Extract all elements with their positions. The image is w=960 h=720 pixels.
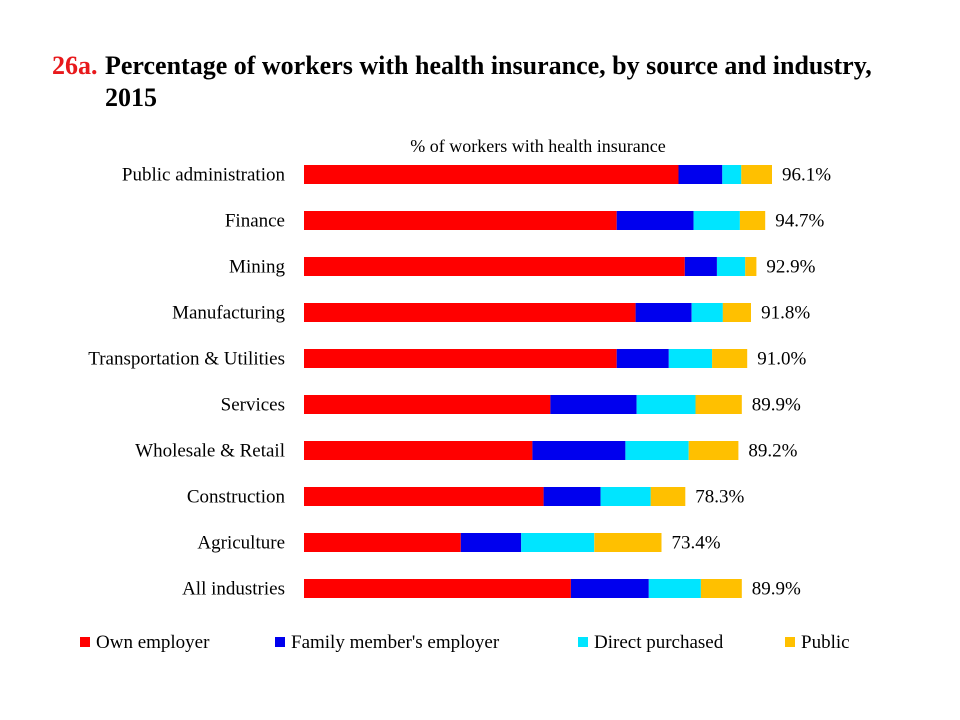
category-label-agriculture: Agriculture — [197, 533, 285, 554]
category-label-manufacturing: Manufacturing — [172, 303, 285, 324]
bar-own-employer-public-administration — [304, 165, 679, 184]
legend-swatch — [785, 637, 795, 647]
category-label-public-administration: Public administration — [122, 165, 286, 186]
legend-item-family-member-s-employer: Family member's employer — [275, 632, 499, 654]
category-label-mining: Mining — [229, 257, 285, 278]
bar-public-construction — [650, 487, 686, 506]
total-label-mining: 92.9% — [766, 257, 815, 278]
total-label-public-administration: 96.1% — [782, 165, 831, 186]
bar-chart: % of workers with health insurance Publi… — [88, 136, 831, 600]
bar-family-member-s-employer-manufacturing — [635, 303, 692, 322]
bar-direct-purchased-public-administration — [722, 165, 742, 184]
bar-family-member-s-employer-agriculture — [460, 533, 522, 552]
bar-own-employer-all-industries — [304, 579, 571, 598]
bar-public-wholesale-retail — [688, 441, 739, 460]
total-label-wholesale-retail: 89.2% — [748, 441, 797, 462]
legend-swatch — [80, 637, 90, 647]
bar-family-member-s-employer-public-administration — [678, 165, 723, 184]
legend-label: Direct purchased — [594, 632, 724, 653]
bar-direct-purchased-services — [636, 395, 696, 414]
bar-own-employer-wholesale-retail — [304, 441, 533, 460]
bar-own-employer-construction — [304, 487, 544, 506]
category-label-finance: Finance — [225, 211, 285, 232]
bar-direct-purchased-all-industries — [648, 579, 701, 598]
total-label-services: 89.9% — [752, 395, 801, 416]
bar-public-public-administration — [741, 165, 772, 184]
bar-direct-purchased-construction — [600, 487, 651, 506]
total-label-manufacturing: 91.8% — [761, 303, 810, 324]
bars-layer: Public administration 96.1% Finance 94.7% Mi… — [88, 165, 831, 600]
bar-family-member-s-employer-finance — [616, 211, 694, 230]
bar-direct-purchased-wholesale-retail — [625, 441, 689, 460]
legend-swatch — [275, 637, 285, 647]
bar-public-manufacturing — [722, 303, 751, 322]
category-label-wholesale-retail: Wholesale & Retail — [135, 441, 285, 462]
bar-family-member-s-employer-transportation-utilities — [616, 349, 669, 368]
bar-direct-purchased-transportation-utilities — [668, 349, 713, 368]
bar-family-member-s-employer-construction — [543, 487, 601, 506]
bar-public-mining — [745, 257, 757, 276]
bar-family-member-s-employer-services — [550, 395, 637, 414]
chart-title: Percentage of workers with health insura… — [105, 51, 872, 112]
total-label-agriculture: 73.4% — [672, 533, 721, 554]
bar-family-member-s-employer-wholesale-retail — [532, 441, 626, 460]
legend-item-public: Public — [785, 632, 850, 654]
legend-label: Family member's employer — [291, 632, 500, 653]
bar-public-agriculture — [594, 533, 662, 552]
legend-swatch — [578, 637, 588, 647]
total-label-all-industries: 89.9% — [752, 579, 801, 600]
bar-own-employer-mining — [304, 257, 685, 276]
bar-family-member-s-employer-mining — [684, 257, 717, 276]
bar-own-employer-agriculture — [304, 533, 461, 552]
legend-label: Own employer — [96, 632, 210, 653]
bar-own-employer-transportation-utilities — [304, 349, 617, 368]
total-label-construction: 78.3% — [695, 487, 744, 508]
total-label-transportation-utilities: 91.0% — [757, 349, 806, 370]
category-label-construction: Construction — [187, 487, 286, 508]
bar-direct-purchased-finance — [693, 211, 740, 230]
chart-number: 26a. — [52, 51, 98, 80]
bar-direct-purchased-mining — [717, 257, 746, 276]
category-label-all-industries: All industries — [182, 579, 285, 600]
axis-title: % of workers with health insurance — [410, 136, 665, 156]
bar-own-employer-services — [304, 395, 551, 414]
legend-item-direct-purchased: Direct purchased — [578, 632, 723, 654]
category-label-services: Services — [221, 395, 285, 416]
bar-direct-purchased-manufacturing — [691, 303, 723, 322]
legend-label: Public — [801, 632, 850, 653]
bar-direct-purchased-agriculture — [521, 533, 595, 552]
legend-item-own-employer: Own employer — [80, 632, 209, 654]
bar-public-all-industries — [700, 579, 742, 598]
category-label-transportation-utilities: Transportation & Utilities — [88, 349, 285, 370]
bar-public-transportation-utilities — [712, 349, 748, 368]
bar-own-employer-finance — [304, 211, 617, 230]
bar-public-finance — [739, 211, 766, 230]
bar-own-employer-manufacturing — [304, 303, 636, 322]
bar-family-member-s-employer-all-industries — [570, 579, 649, 598]
total-label-finance: 94.7% — [775, 211, 824, 232]
bar-public-services — [695, 395, 742, 414]
